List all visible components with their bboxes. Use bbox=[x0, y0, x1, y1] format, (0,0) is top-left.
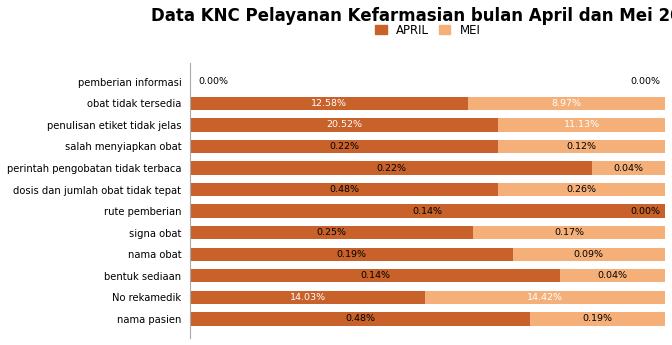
Bar bbox=[468, 97, 665, 110]
Text: 12.58%: 12.58% bbox=[311, 99, 347, 108]
Bar bbox=[497, 140, 665, 153]
Text: 0.19%: 0.19% bbox=[583, 314, 613, 323]
Text: 0.00%: 0.00% bbox=[630, 77, 661, 86]
Bar bbox=[190, 118, 498, 131]
Bar bbox=[190, 140, 497, 153]
Text: 0.04%: 0.04% bbox=[614, 164, 644, 172]
Text: 0.00%: 0.00% bbox=[198, 77, 228, 86]
Text: 0.04%: 0.04% bbox=[597, 271, 628, 280]
Text: 20.52%: 20.52% bbox=[327, 120, 362, 129]
Bar bbox=[190, 161, 592, 175]
Bar bbox=[530, 312, 665, 326]
Text: 0.17%: 0.17% bbox=[554, 228, 584, 237]
Bar bbox=[560, 269, 665, 283]
Bar bbox=[499, 183, 665, 196]
Bar bbox=[190, 226, 473, 239]
Text: 0.14%: 0.14% bbox=[360, 271, 390, 280]
Text: 0.14%: 0.14% bbox=[413, 207, 443, 216]
Bar bbox=[190, 183, 499, 196]
Text: 0.12%: 0.12% bbox=[566, 142, 596, 151]
Bar bbox=[425, 290, 665, 304]
Bar bbox=[190, 312, 530, 326]
Bar bbox=[190, 247, 513, 261]
Text: 0.25%: 0.25% bbox=[317, 228, 347, 237]
Bar bbox=[592, 161, 665, 175]
Text: 0.48%: 0.48% bbox=[329, 185, 360, 194]
Text: 0.26%: 0.26% bbox=[566, 185, 597, 194]
Text: 0.09%: 0.09% bbox=[574, 250, 603, 259]
Text: 14.42%: 14.42% bbox=[527, 293, 562, 302]
Text: 8.97%: 8.97% bbox=[551, 99, 581, 108]
Text: 0.19%: 0.19% bbox=[337, 250, 366, 259]
Bar bbox=[190, 97, 468, 110]
Bar bbox=[190, 290, 425, 304]
Bar bbox=[513, 247, 665, 261]
Bar bbox=[498, 118, 665, 131]
Text: 14.03%: 14.03% bbox=[290, 293, 325, 302]
Title: Data KNC Pelayanan Kefarmasian bulan April dan Mei 2016: Data KNC Pelayanan Kefarmasian bulan Apr… bbox=[151, 7, 672, 25]
Text: 0.00%: 0.00% bbox=[630, 207, 661, 216]
Text: 0.48%: 0.48% bbox=[345, 314, 376, 323]
Text: 11.13%: 11.13% bbox=[564, 120, 599, 129]
Bar bbox=[190, 269, 560, 283]
Legend: APRIL, MEI: APRIL, MEI bbox=[370, 19, 485, 41]
Bar bbox=[190, 205, 665, 218]
Bar bbox=[473, 226, 665, 239]
Text: 0.22%: 0.22% bbox=[376, 164, 407, 172]
Text: 0.22%: 0.22% bbox=[329, 142, 359, 151]
